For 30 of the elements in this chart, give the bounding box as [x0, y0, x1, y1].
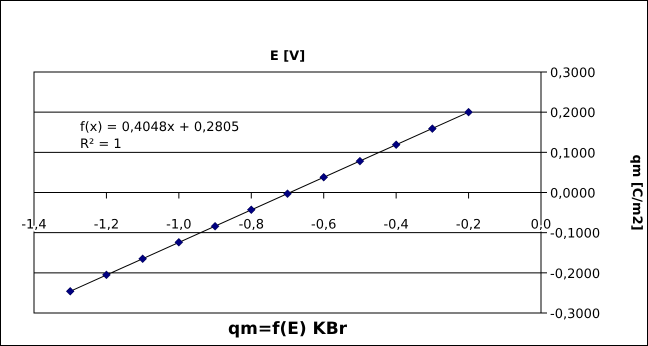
point — [66, 287, 74, 296]
text: qm=f(E) KBr — [228, 319, 348, 339]
point — [210, 222, 220, 230]
y-tick-label: -0,2000 — [550, 266, 600, 282]
x-tick-label: -1,2 — [94, 218, 120, 232]
point — [138, 254, 147, 264]
point — [356, 156, 364, 166]
y-tick-label: 0,2000 — [550, 106, 596, 122]
x-tick-label: -1,0 — [166, 218, 192, 232]
point — [247, 206, 256, 214]
point — [319, 172, 328, 182]
point — [428, 124, 437, 133]
x-tick-label: -0,2 — [456, 218, 482, 232]
y-tick-label: 0,0000 — [550, 186, 596, 202]
y-tick-label: -0,3000 — [550, 307, 600, 322]
point — [283, 189, 292, 198]
y-tick-label: 0,3000 — [550, 66, 596, 81]
point — [102, 270, 111, 280]
annotation: R² = 1 — [80, 137, 122, 152]
x-tick-label: -0,8 — [238, 218, 264, 232]
y-tick-label: -0,1000 — [550, 226, 600, 242]
point — [464, 108, 473, 116]
point — [392, 140, 400, 149]
x-axis-title: E [V] — [270, 49, 306, 64]
y-axis-title: qm [C/m2] — [629, 154, 644, 231]
x-tick-label: -0,4 — [383, 218, 409, 232]
y-tick-label: 0,1000 — [550, 146, 596, 162]
x-tick-label: -0,6 — [311, 218, 336, 232]
annotation: f(x) = 0,4048x + 0,2805 — [80, 120, 240, 135]
point — [174, 238, 184, 247]
